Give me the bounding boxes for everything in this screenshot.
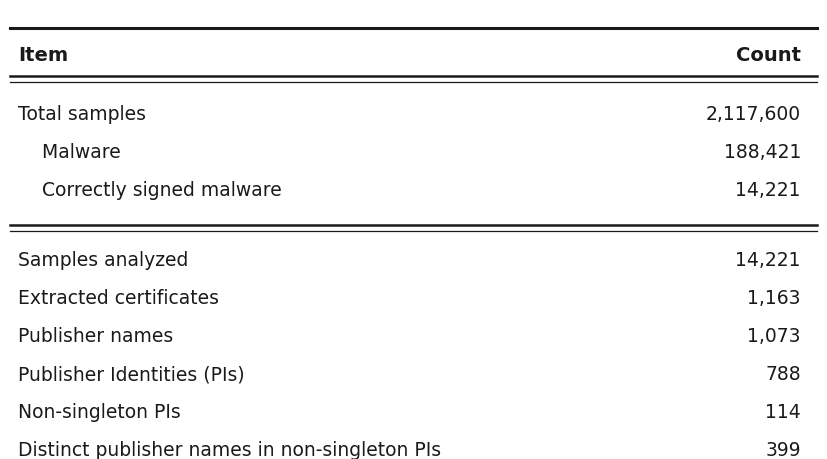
Text: 1,073: 1,073 <box>748 327 801 346</box>
Text: 14,221: 14,221 <box>735 181 801 200</box>
Text: Publisher names: Publisher names <box>18 327 173 346</box>
Text: Correctly signed malware: Correctly signed malware <box>18 181 282 200</box>
Text: Publisher Identities (PIs): Publisher Identities (PIs) <box>18 365 245 384</box>
Text: Malware: Malware <box>18 143 121 162</box>
Text: 114: 114 <box>765 403 801 422</box>
Text: Extracted certificates: Extracted certificates <box>18 289 219 308</box>
Text: 188,421: 188,421 <box>724 143 801 162</box>
Text: Total samples: Total samples <box>18 106 146 124</box>
Text: 399: 399 <box>765 441 801 459</box>
Text: Non-singleton PIs: Non-singleton PIs <box>18 403 180 422</box>
Text: Samples analyzed: Samples analyzed <box>18 251 189 270</box>
Text: 1,163: 1,163 <box>748 289 801 308</box>
Text: Distinct publisher names in non-singleton PIs: Distinct publisher names in non-singleto… <box>18 441 441 459</box>
Text: 2,117,600: 2,117,600 <box>705 106 801 124</box>
Text: 788: 788 <box>765 365 801 384</box>
Text: 14,221: 14,221 <box>735 251 801 270</box>
Text: Item: Item <box>18 46 68 66</box>
Text: Count: Count <box>736 46 801 66</box>
